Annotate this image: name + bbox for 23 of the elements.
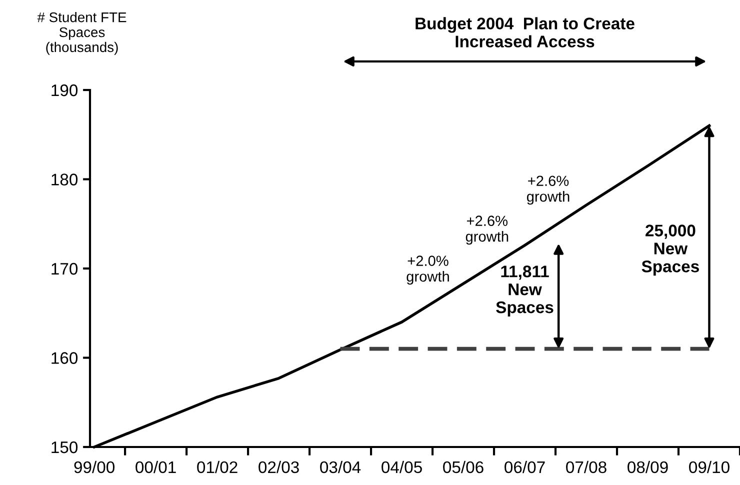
- x-tick-label: 00/01: [136, 460, 176, 474]
- x-tick-label: 04/05: [382, 460, 422, 474]
- y-tick-label: 160: [52, 352, 78, 364]
- x-tick-label: 07/08: [566, 460, 606, 474]
- x-tick-label: 05/06: [443, 460, 484, 474]
- x-tick-label: 99/00: [74, 460, 115, 474]
- annotation: +2.6% growth: [466, 216, 508, 245]
- x-tick-label: 09/10: [689, 460, 730, 474]
- x-tick-label: 08/09: [628, 460, 668, 474]
- annotation: 25,000 New Spaces: [642, 224, 699, 276]
- annotation: 11,811 New Spaces: [496, 266, 554, 317]
- chart-title: Budget 2004 Plan to Create Increased Access: [416, 17, 634, 48]
- annotation: +2.0% growth: [406, 256, 449, 285]
- y-tick-label: 190: [52, 84, 78, 96]
- x-tick-label: 03/04: [320, 460, 361, 474]
- annotation: +2.6% growth: [526, 176, 570, 205]
- y-tick-label: 150: [52, 441, 78, 454]
- y-axis-title: # Student FTE Spaces (thousands): [37, 12, 126, 55]
- x-tick-label: 01/02: [197, 460, 238, 474]
- x-tick-label: 06/07: [504, 460, 545, 474]
- y-tick-label: 170: [52, 262, 78, 275]
- y-tick-label: 180: [52, 174, 78, 186]
- x-tick-label: 02/03: [258, 460, 299, 474]
